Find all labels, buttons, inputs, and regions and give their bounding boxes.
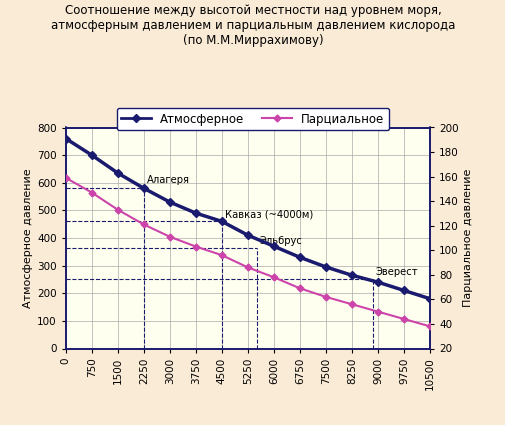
Text: Кавказ (~4000м): Кавказ (~4000м)	[224, 209, 312, 219]
Legend: Атмосферное, Парциальное: Атмосферное, Парциальное	[117, 108, 388, 130]
Text: Алагеря: Алагеря	[147, 175, 190, 185]
Text: Эверест: Эверест	[375, 267, 418, 277]
Text: Эльбрус: Эльбрус	[259, 236, 301, 246]
Text: Соотношение между высотой местности над уровнем моря,
атмосферным давлением и па: Соотношение между высотой местности над …	[50, 4, 454, 47]
Y-axis label: Атмосферное давление: Атмосферное давление	[23, 168, 33, 308]
Y-axis label: Парциальное давление: Парциальное давление	[462, 169, 472, 307]
